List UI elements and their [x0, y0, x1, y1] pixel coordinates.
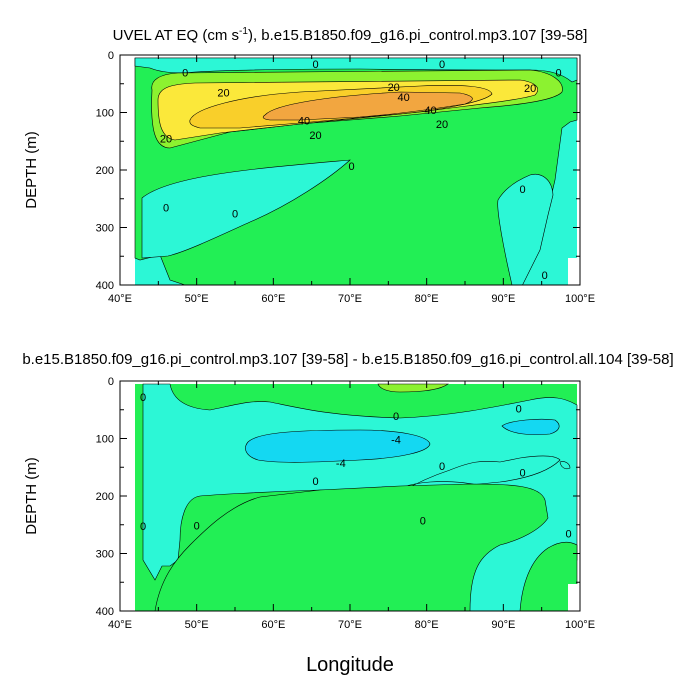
top-contour-label: 20: [217, 87, 229, 99]
top-contour-label: 0: [542, 270, 548, 282]
bottom-xlabel: Longitude: [306, 654, 394, 676]
top-title: UVEL AT EQ (cm s-1), b.e15.B1850.f09_g16…: [113, 26, 588, 44]
bottom-contour-label: 0: [312, 476, 318, 488]
bottom-ytick-label: 400: [96, 606, 114, 618]
top-contour-label: 20: [388, 82, 400, 94]
top-fill-orange: [262, 91, 473, 121]
bottom-ticks: 40°E 50°E 60°E 70°E 80°E 90°E 100°E 0 100 200 300 4…: [96, 376, 595, 631]
top-fill-cyan-left-tongue: [141, 159, 351, 259]
top-ylabel: DEPTH (m): [23, 131, 40, 209]
top-ytick-label: 400: [96, 280, 114, 292]
bottom-contour-label: 0: [140, 392, 146, 404]
bottom-xtick-label: 40°E: [108, 619, 132, 631]
top-xtick-label: 100°E: [565, 293, 595, 305]
bottom-contour-label: 0: [194, 520, 200, 532]
bottom-xtick-label: 90°E: [491, 619, 515, 631]
bottom-contour-label: -4: [336, 458, 346, 470]
bottom-contour-label: 0: [393, 411, 399, 423]
bottom-contour-label: 0: [565, 528, 571, 540]
bottom-xtick-label: 60°E: [261, 619, 285, 631]
top-contour-label: 40: [398, 92, 410, 104]
top-xtick-label: 60°E: [261, 293, 285, 305]
top-xtick-label: 70°E: [338, 293, 362, 305]
top-contour-label: 40: [298, 116, 310, 128]
bottom-contour-label: 0: [420, 516, 426, 528]
top-xtick-label: 90°E: [491, 293, 515, 305]
top-ticks: 40°E 50°E 60°E 70°E 80°E 90°E 100°E01002003004…: [96, 50, 595, 305]
panel-top: UVEL AT EQ (cm s-1), b.e15.B1850.f09_g16…: [23, 26, 595, 305]
bottom-fill-green-right-lower: [519, 541, 578, 611]
bottom-ytick-label: 100: [96, 434, 114, 446]
top-contour-field: [120, 55, 580, 285]
top-ytick-label: 0: [108, 50, 114, 62]
top-fill-cyan-right-tongue: [497, 174, 554, 285]
top-ytick-label: 200: [96, 165, 114, 177]
bottom-fill-deep-cyan-a: [245, 429, 431, 463]
bottom-contour-label: 0: [519, 467, 525, 479]
top-ytick-label: 300: [96, 223, 114, 235]
bottom-xtick-label: 50°E: [185, 619, 209, 631]
top-xtick-label: 40°E: [108, 293, 132, 305]
bottom-contour-label: 0: [439, 461, 445, 473]
top-xtick-label: 80°E: [415, 293, 439, 305]
top-contour-label: 0: [348, 161, 354, 173]
top-contour-label: 0: [182, 67, 188, 79]
bottom-xtick-label: 80°E: [415, 619, 439, 631]
bottom-ytick-label: 300: [96, 549, 114, 561]
bottom-fill-white-corner: [568, 584, 580, 611]
bottom-title: b.e15.B1850.f09_g16.pi_control.mp3.107 […: [22, 351, 673, 368]
bottom-contour-labels: 0 0 0 -4 -4 0 0 0 0 0 0 0: [140, 392, 572, 540]
bottom-fill-green-lower: [154, 483, 549, 611]
bottom-fill-deep-cyan-b: [501, 418, 560, 436]
bottom-fill-light-green: [377, 383, 449, 393]
bottom-ytick-label: 0: [108, 376, 114, 388]
top-contour-label: 0: [555, 67, 561, 79]
bottom-ytick-label: 200: [96, 491, 114, 503]
top-contour-label: 0: [232, 209, 238, 221]
bottom-contour-label: 0: [140, 521, 146, 533]
top-contour-label: 0: [519, 184, 525, 196]
top-contour-label: 0: [439, 59, 445, 71]
top-contour-label: 0: [163, 202, 169, 214]
top-contour-label: 20: [309, 130, 321, 142]
top-fill-white-corner: [568, 258, 580, 285]
top-contour-label: 0: [312, 59, 318, 71]
top-contour-label: 40: [424, 105, 436, 117]
bottom-ylabel: DEPTH (m): [23, 457, 40, 535]
panel-bottom: b.e15.B1850.f09_g16.pi_control.mp3.107 […: [22, 351, 673, 676]
top-contour-label: 20: [160, 133, 172, 145]
bottom-xtick-label: 100°E: [565, 619, 595, 631]
bottom-contour-label: -4: [391, 435, 401, 447]
bottom-xtick-label: 70°E: [338, 619, 362, 631]
top-contour-label: 20: [436, 119, 448, 131]
top-contour-label: 20: [524, 83, 536, 95]
top-ytick-label: 100: [96, 108, 114, 120]
top-xtick-label: 50°E: [185, 293, 209, 305]
bottom-contour-field: [120, 381, 580, 611]
bottom-contour-label: 0: [516, 404, 522, 416]
bottom-fill-cyan-right-edge: [559, 461, 571, 470]
